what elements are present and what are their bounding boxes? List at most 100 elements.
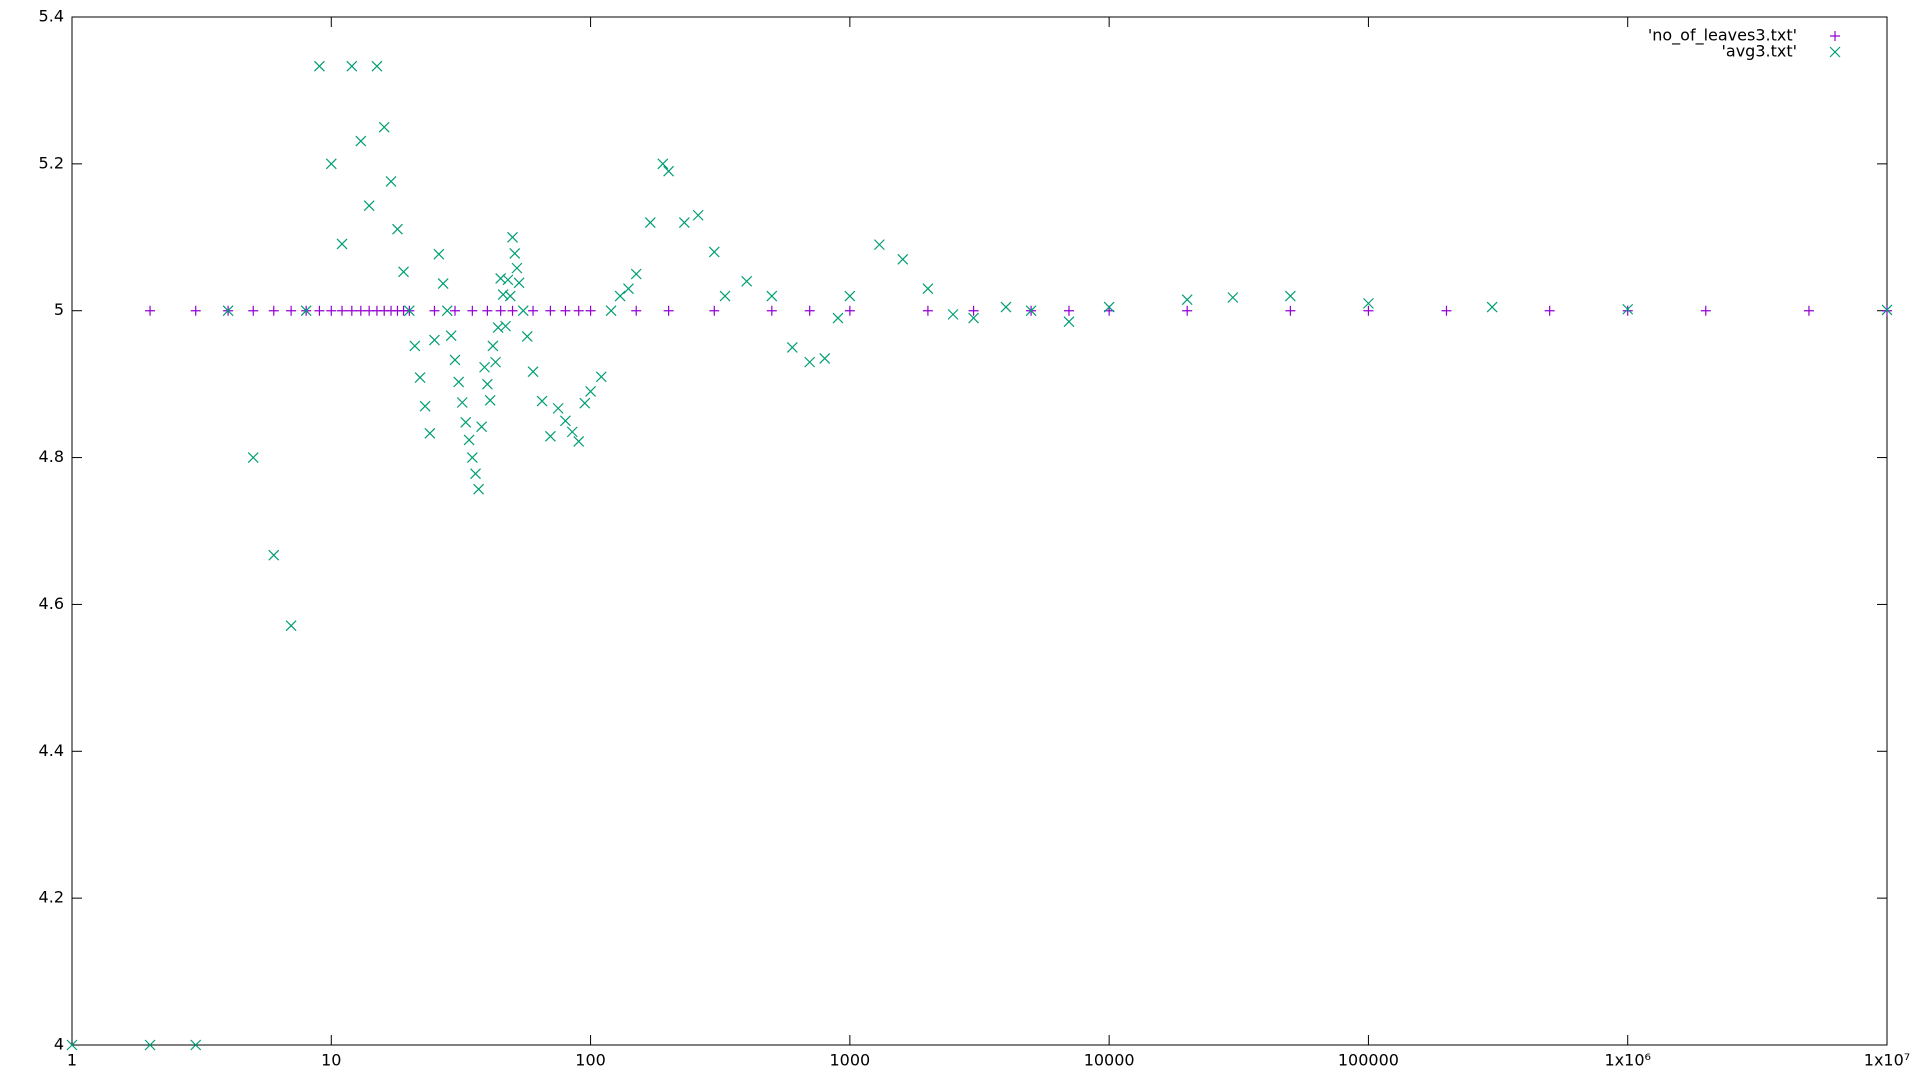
- data-point: [832, 312, 844, 324]
- data-point: [1700, 305, 1711, 316]
- y-tick-label: 4.4: [39, 741, 64, 760]
- data-point: [460, 416, 472, 428]
- data-point: [1227, 292, 1239, 303]
- x-tick-label: 1x10⁶: [1605, 1051, 1651, 1070]
- data-point: [511, 262, 523, 274]
- data-point: [247, 452, 259, 463]
- data-point: [968, 305, 979, 316]
- data-point: [479, 361, 490, 373]
- data-point: [268, 549, 280, 561]
- data-point: [1622, 303, 1634, 315]
- data-point: [504, 290, 516, 302]
- data-point: [517, 305, 529, 317]
- y-tick-label: 4: [54, 1035, 64, 1054]
- data-point: [355, 135, 367, 147]
- data-point: [605, 305, 617, 317]
- data-point: [678, 217, 690, 229]
- x-tick-label: 100000: [1338, 1051, 1399, 1070]
- data-point: [623, 283, 634, 295]
- x-tick-label: 10: [321, 1051, 341, 1070]
- data-point: [487, 340, 499, 352]
- data-point: [709, 305, 720, 316]
- data-point: [663, 305, 674, 316]
- data-point: [766, 290, 778, 302]
- data-point: [631, 305, 642, 316]
- data-point: [286, 305, 297, 316]
- data-point: [579, 397, 591, 409]
- data-point: [355, 305, 366, 316]
- x-tick-label: 1000: [829, 1051, 870, 1070]
- plot-frame: [71, 16, 1888, 1046]
- data-point: [456, 397, 468, 408]
- data-point: [500, 320, 511, 332]
- data-point: [630, 268, 642, 280]
- data-point: [313, 60, 325, 72]
- data-point: [1181, 294, 1193, 306]
- data-point: [844, 290, 856, 302]
- data-point: [844, 305, 855, 316]
- data-point: [473, 483, 485, 495]
- data-point: [314, 305, 325, 316]
- data-point: [248, 305, 259, 316]
- data-point: [804, 356, 816, 368]
- data-point: [495, 305, 506, 316]
- data-point: [441, 305, 453, 317]
- data-point: [484, 394, 496, 406]
- data-point: [585, 386, 596, 397]
- data-point: [573, 435, 585, 447]
- y-tick-label: 4.8: [39, 447, 64, 466]
- data-point: [429, 305, 440, 316]
- data-point: [495, 272, 507, 284]
- legend-label: 'no_of_leaves3.txt': [1648, 26, 1797, 46]
- data-point: [337, 305, 348, 316]
- data-point: [573, 305, 584, 316]
- data-point: [1441, 305, 1452, 316]
- data-point: [66, 1039, 78, 1051]
- data-point: [346, 305, 357, 316]
- data-point: [419, 400, 431, 412]
- data-point: [1063, 316, 1075, 328]
- data-point: [1285, 305, 1296, 316]
- data-point: [657, 158, 669, 170]
- data-point: [1182, 305, 1193, 316]
- data-point: [190, 305, 201, 316]
- data-point: [144, 1039, 156, 1051]
- data-point: [463, 434, 475, 446]
- data-point: [1025, 305, 1037, 317]
- data-point: [545, 305, 556, 316]
- data-point: [453, 376, 465, 388]
- data-point: [1000, 301, 1012, 313]
- data-point: [449, 354, 461, 366]
- data-point: [1103, 301, 1115, 313]
- y-tick-label: 4.6: [39, 594, 64, 613]
- data-point: [786, 342, 798, 353]
- data-point: [424, 427, 436, 439]
- data-point: [467, 305, 478, 316]
- data-point: [466, 452, 478, 463]
- data-point: [1486, 301, 1498, 313]
- data-point: [1363, 305, 1374, 316]
- data-point: [521, 330, 533, 342]
- data-point: [560, 415, 571, 427]
- data-point: [644, 217, 656, 229]
- data-point: [385, 176, 397, 187]
- data-point: [490, 356, 501, 368]
- data-point: [692, 209, 704, 221]
- data-point: [398, 266, 409, 278]
- y-tick-label: 4.2: [39, 888, 64, 907]
- data-point: [552, 402, 564, 414]
- data-point: [708, 246, 720, 258]
- data-point: [476, 421, 488, 433]
- data-point: [507, 305, 518, 316]
- data-point: [873, 239, 885, 251]
- legend-marker: [1829, 46, 1841, 58]
- data-point: [392, 223, 403, 235]
- x-tick-label: 1: [67, 1051, 77, 1070]
- x-tick-label: 100: [575, 1051, 606, 1070]
- x-tick-label: 1x10⁷: [1864, 1051, 1910, 1070]
- data-point: [403, 305, 415, 317]
- data-point: [470, 468, 481, 480]
- data-point: [437, 278, 449, 289]
